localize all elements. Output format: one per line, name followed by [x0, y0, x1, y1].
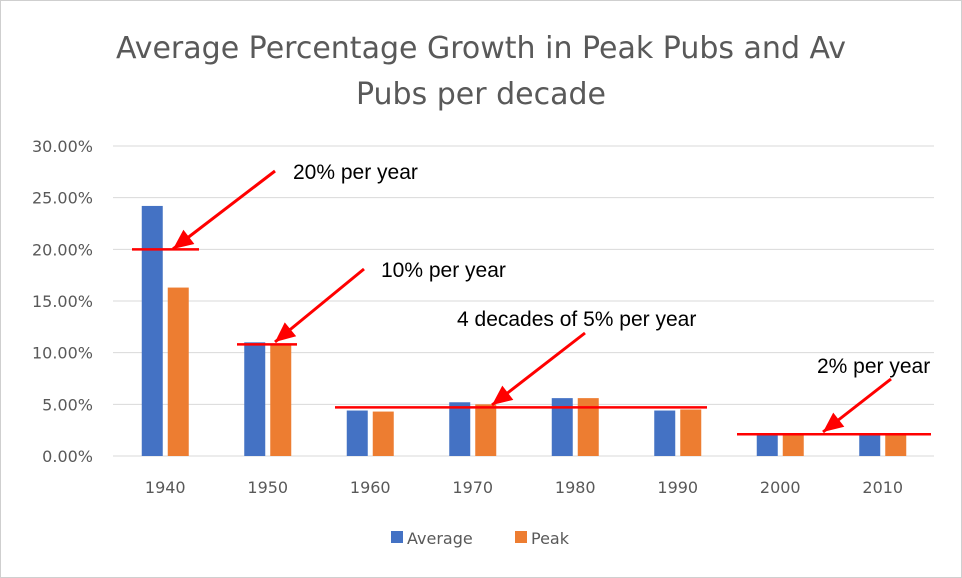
bar-average-1970	[449, 402, 471, 456]
chart-title-line2: Pubs per decade	[356, 77, 606, 112]
y-tick-label: 25.00%	[32, 189, 93, 208]
y-tick-label: 10.00%	[32, 344, 93, 363]
y-tick-label: 0.00%	[42, 447, 93, 466]
bar-average-1940	[141, 205, 163, 456]
x-tick-label: 1960	[350, 478, 391, 497]
x-tick-label: 1940	[145, 478, 186, 497]
x-tick-label: 1980	[555, 478, 596, 497]
y-tick-label: 15.00%	[32, 292, 93, 311]
legend: Average Peak	[391, 529, 570, 548]
bar-peak-2010	[885, 435, 907, 456]
arrow-head	[173, 229, 195, 249]
bar-average-1960	[346, 410, 368, 456]
annotation-label: 2% per year	[817, 355, 930, 378]
gridlines	[113, 145, 934, 457]
bar-peak-1990	[680, 409, 702, 456]
bar-average-2010	[859, 435, 881, 456]
bar-peak-1970	[475, 404, 497, 456]
bar-peak-1960	[372, 411, 394, 456]
x-tick-label: 2000	[760, 478, 801, 497]
bar-average-1980	[551, 398, 573, 456]
bar-average-1990	[654, 410, 676, 456]
legend-label-peak: Peak	[531, 529, 570, 548]
arrow-shaft	[172, 169, 276, 251]
y-axis-ticks: 0.00% 5.00% 10.00% 15.00% 20.00% 25.00% 30.00%	[32, 137, 93, 466]
x-tick-label: 1950	[247, 478, 288, 497]
y-tick-label: 5.00%	[42, 395, 93, 414]
bar-average-1950	[244, 342, 266, 456]
bar-peak-1980	[577, 398, 599, 456]
annotation-label: 20% per year	[293, 161, 418, 184]
bars	[141, 205, 907, 456]
legend-swatch-peak	[515, 531, 527, 543]
y-tick-label: 30.00%	[32, 137, 93, 156]
arrow-head	[492, 385, 514, 405]
annotations: 20% per year 10% per year 4 decades of 5% …	[132, 161, 931, 436]
x-axis-ticks: 1940 1950 1960 1970 1980 1990 2000 2010	[145, 478, 903, 497]
chart-title: Average Percentage Growth in Peak Pubs a…	[116, 31, 846, 66]
legend-swatch-average	[391, 531, 403, 543]
x-tick-label: 1970	[452, 478, 493, 497]
x-tick-label: 1990	[657, 478, 698, 497]
annotation-label: 10% per year	[381, 259, 506, 282]
bar-peak-1940	[167, 287, 189, 456]
annotation-label: 4 decades of 5% per year	[457, 308, 696, 331]
y-tick-label: 20.00%	[32, 240, 93, 259]
bar-average-2000	[756, 435, 778, 456]
legend-label-average: Average	[407, 529, 473, 548]
bar-peak-2000	[782, 435, 804, 456]
arrow-head	[275, 322, 297, 342]
bar-peak-1950	[270, 344, 292, 456]
arrow-head	[823, 412, 845, 432]
x-tick-label: 2010	[862, 478, 903, 497]
